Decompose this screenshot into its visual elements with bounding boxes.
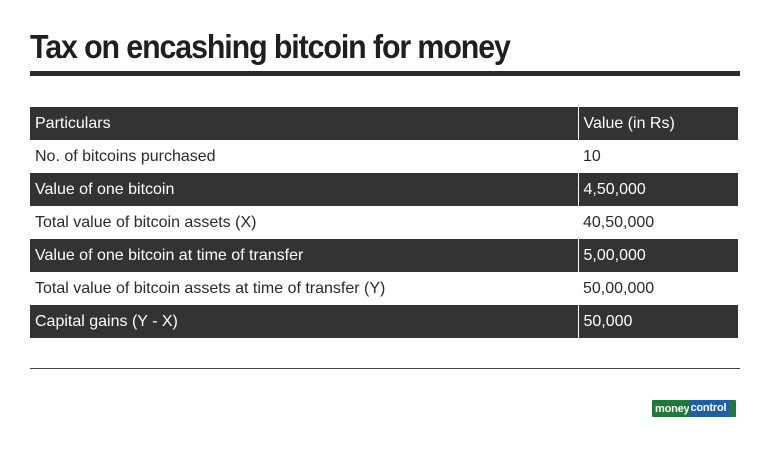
row-label: Capital gains (Y - X) xyxy=(30,305,579,338)
row-label: Total value of bitcoin assets (X) xyxy=(30,206,578,239)
header-value: Value (in Rs) xyxy=(578,107,738,140)
row-value: 5,00,000 xyxy=(578,239,738,272)
row-label: Value of one bitcoin at time of transfer xyxy=(30,239,579,272)
table-row: No. of bitcoins purchased 10 xyxy=(30,140,738,173)
row-value: 10 xyxy=(578,140,738,173)
logo-text-money: money xyxy=(655,402,690,415)
table-row: Value of one bitcoin at time of transfer… xyxy=(30,239,738,272)
row-label: Total value of bitcoin assets at time of… xyxy=(30,272,578,305)
row-label: Value of one bitcoin xyxy=(30,173,579,206)
row-value: 50,00,000 xyxy=(578,272,738,305)
table-row: Value of one bitcoin 4,50,000 xyxy=(30,173,738,206)
header-particulars: Particulars xyxy=(30,107,579,140)
row-value: 4,50,000 xyxy=(578,173,738,206)
table-row: Capital gains (Y - X) 50,000 xyxy=(30,305,738,338)
moneycontrol-logo: money control xyxy=(652,400,736,417)
tax-table: Particulars Value (in Rs) No. of bitcoin… xyxy=(30,107,738,338)
table-row: Total value of bitcoin assets at time of… xyxy=(30,272,738,305)
page-title: Tax on encashing bitcoin for money xyxy=(30,28,511,65)
bottom-divider xyxy=(30,368,740,369)
title-divider xyxy=(30,71,740,76)
logo-text-control: control xyxy=(689,400,730,417)
row-value: 40,50,000 xyxy=(578,206,738,239)
table-header-row: Particulars Value (in Rs) xyxy=(30,107,738,140)
row-label: No. of bitcoins purchased xyxy=(30,140,578,173)
table-row: Total value of bitcoin assets (X) 40,50,… xyxy=(30,206,738,239)
row-value: 50,000 xyxy=(578,305,738,338)
